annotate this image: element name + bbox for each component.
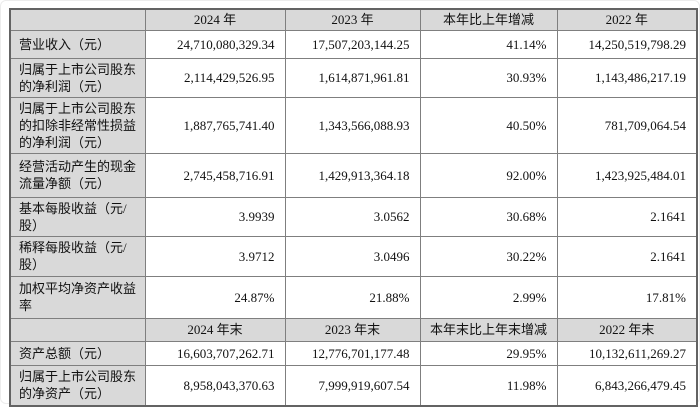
column-header-2022-end: 2022 年末 — [556, 317, 698, 342]
table-row: 加权平均净资产收益率 24.87% 21.88% 2.99% 17.81% — [9, 275, 698, 319]
cell-value: 8,958,043,370.63 — [144, 364, 286, 407]
column-header-2023-end: 2023 年末 — [284, 317, 421, 342]
cell-value: 1,887,765,741.40 — [144, 96, 286, 154]
table-row: 稀释每股收益（元/股） 3.9712 3.0496 30.22% 2.1641 — [9, 235, 698, 277]
cell-value: 41.14% — [419, 29, 558, 59]
cell-value: 781,709,064.54 — [556, 96, 698, 154]
cell-value: 2.1641 — [556, 196, 698, 237]
column-header-change-end: 本年末比上年末增减 — [419, 317, 558, 342]
corner-cell — [9, 8, 146, 31]
cell-value: 2,745,458,716.91 — [144, 152, 286, 198]
table-row: 归属于上市公司股东的扣除非经常性损益的净利润（元） 1,887,765,741.… — [9, 96, 698, 154]
financial-summary-table: 2024 年 2023 年 本年比上年增减 2022 年 营业收入（元） 24,… — [9, 8, 698, 407]
column-header-2023: 2023 年 — [284, 8, 421, 31]
cell-value: 40.50% — [419, 96, 558, 154]
row-label: 基本每股收益（元/股） — [9, 196, 146, 237]
column-header-2024: 2024 年 — [144, 8, 286, 31]
cell-value: 1,143,486,217.19 — [556, 57, 698, 98]
cell-value: 16,603,707,262.71 — [144, 340, 286, 366]
cell-value: 1,423,925,484.01 — [556, 152, 698, 198]
cell-value: 1,614,871,961.81 — [284, 57, 421, 98]
column-header-2022: 2022 年 — [556, 8, 698, 31]
cell-value: 14,250,519,798.29 — [556, 29, 698, 59]
table-row: 经营活动产生的现金流量净额（元） 2,745,458,716.91 1,429,… — [9, 152, 698, 198]
cell-value: 21.88% — [284, 275, 421, 319]
cell-value: 1,343,566,088.93 — [284, 96, 421, 154]
cell-value: 2,114,429,526.95 — [144, 57, 286, 98]
row-label: 营业收入（元） — [9, 29, 146, 59]
row-label: 资产总额（元） — [9, 340, 146, 366]
cell-value: 3.9712 — [144, 235, 286, 277]
cell-value: 30.22% — [419, 235, 558, 277]
cell-value: 3.9939 — [144, 196, 286, 237]
cell-value: 11.98% — [419, 364, 558, 407]
table-row: 归属于上市公司股东的净利润（元） 2,114,429,526.95 1,614,… — [9, 57, 698, 98]
table-row: 基本每股收益（元/股） 3.9939 3.0562 30.68% 2.1641 — [9, 196, 698, 237]
cell-value: 3.0496 — [284, 235, 421, 277]
column-header-change: 本年比上年增减 — [419, 8, 558, 31]
cell-value: 30.68% — [419, 196, 558, 237]
table-row: 2024 年 2023 年 本年比上年增减 2022 年 — [9, 8, 698, 31]
corner-cell — [9, 317, 146, 342]
row-label: 加权平均净资产收益率 — [9, 275, 146, 319]
row-label: 归属于上市公司股东的净资产（元） — [9, 364, 146, 407]
cell-value: 1,429,913,364.18 — [284, 152, 421, 198]
row-label: 归属于上市公司股东的扣除非经常性损益的净利润（元） — [9, 96, 146, 154]
cell-value: 29.95% — [419, 340, 558, 366]
cell-value: 10,132,611,269.27 — [556, 340, 698, 366]
cell-value: 2.99% — [419, 275, 558, 319]
column-header-2024-end: 2024 年末 — [144, 317, 286, 342]
row-label: 稀释每股收益（元/股） — [9, 235, 146, 277]
cell-value: 7,999,919,607.54 — [284, 364, 421, 407]
row-label: 归属于上市公司股东的净利润（元） — [9, 57, 146, 98]
cell-value: 24,710,080,329.34 — [144, 29, 286, 59]
cell-value: 24.87% — [144, 275, 286, 319]
table-row: 归属于上市公司股东的净资产（元） 8,958,043,370.63 7,999,… — [9, 364, 698, 407]
cell-value: 30.93% — [419, 57, 558, 98]
table-row: 2024 年末 2023 年末 本年末比上年末增减 2022 年末 — [9, 317, 698, 342]
row-label: 经营活动产生的现金流量净额（元） — [9, 152, 146, 198]
cell-value: 12,776,701,177.48 — [284, 340, 421, 366]
cell-value: 3.0562 — [284, 196, 421, 237]
cell-value: 17.81% — [556, 275, 698, 319]
table-row: 营业收入（元） 24,710,080,329.34 17,507,203,144… — [9, 29, 698, 59]
cell-value: 92.00% — [419, 152, 558, 198]
table-row: 资产总额（元） 16,603,707,262.71 12,776,701,177… — [9, 340, 698, 366]
cell-value: 2.1641 — [556, 235, 698, 277]
cell-value: 6,843,266,479.45 — [556, 364, 698, 407]
cell-value: 17,507,203,144.25 — [284, 29, 421, 59]
